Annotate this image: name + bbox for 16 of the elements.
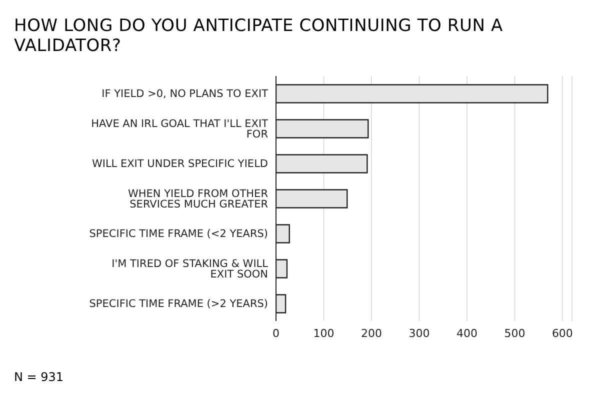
text: N = 931 bbox=[14, 370, 64, 384]
y-tick-label: I'M TIRED OF STAKING & WILL EXIT SOON bbox=[112, 258, 268, 280]
chart-title: HOW LONG DO YOU ANTICIPATE CONTINUING TO RUN A VALIDATOR? bbox=[13, 15, 504, 56]
y-tick-label: SPECIFIC TIME FRAME (<2 YEARS) bbox=[89, 228, 268, 240]
y-tick-label: WHEN YIELD FROM OTHER SERVICES MUCH GREATER bbox=[128, 188, 268, 210]
x-tick-label: 600 bbox=[552, 326, 573, 340]
x-tick-label: 500 bbox=[504, 326, 526, 340]
x-tick-label: 400 bbox=[456, 326, 478, 340]
y-tick-label: IF YIELD >0, NO PLANS TO EXIT bbox=[102, 88, 269, 100]
x-tick-label: 300 bbox=[408, 326, 430, 340]
x-tick-label: 100 bbox=[313, 326, 334, 340]
x-tick-label: 0 bbox=[272, 326, 280, 340]
y-tick-label: SPECIFIC TIME FRAME (>2 YEARS) bbox=[89, 298, 268, 310]
y-tick-label: WILL EXIT UNDER SPECIFIC YIELD bbox=[92, 158, 268, 170]
y-tick-label: HAVE AN IRL GOAL THAT I'LL EXIT FOR bbox=[91, 118, 269, 140]
x-tick-label: 200 bbox=[360, 326, 382, 340]
